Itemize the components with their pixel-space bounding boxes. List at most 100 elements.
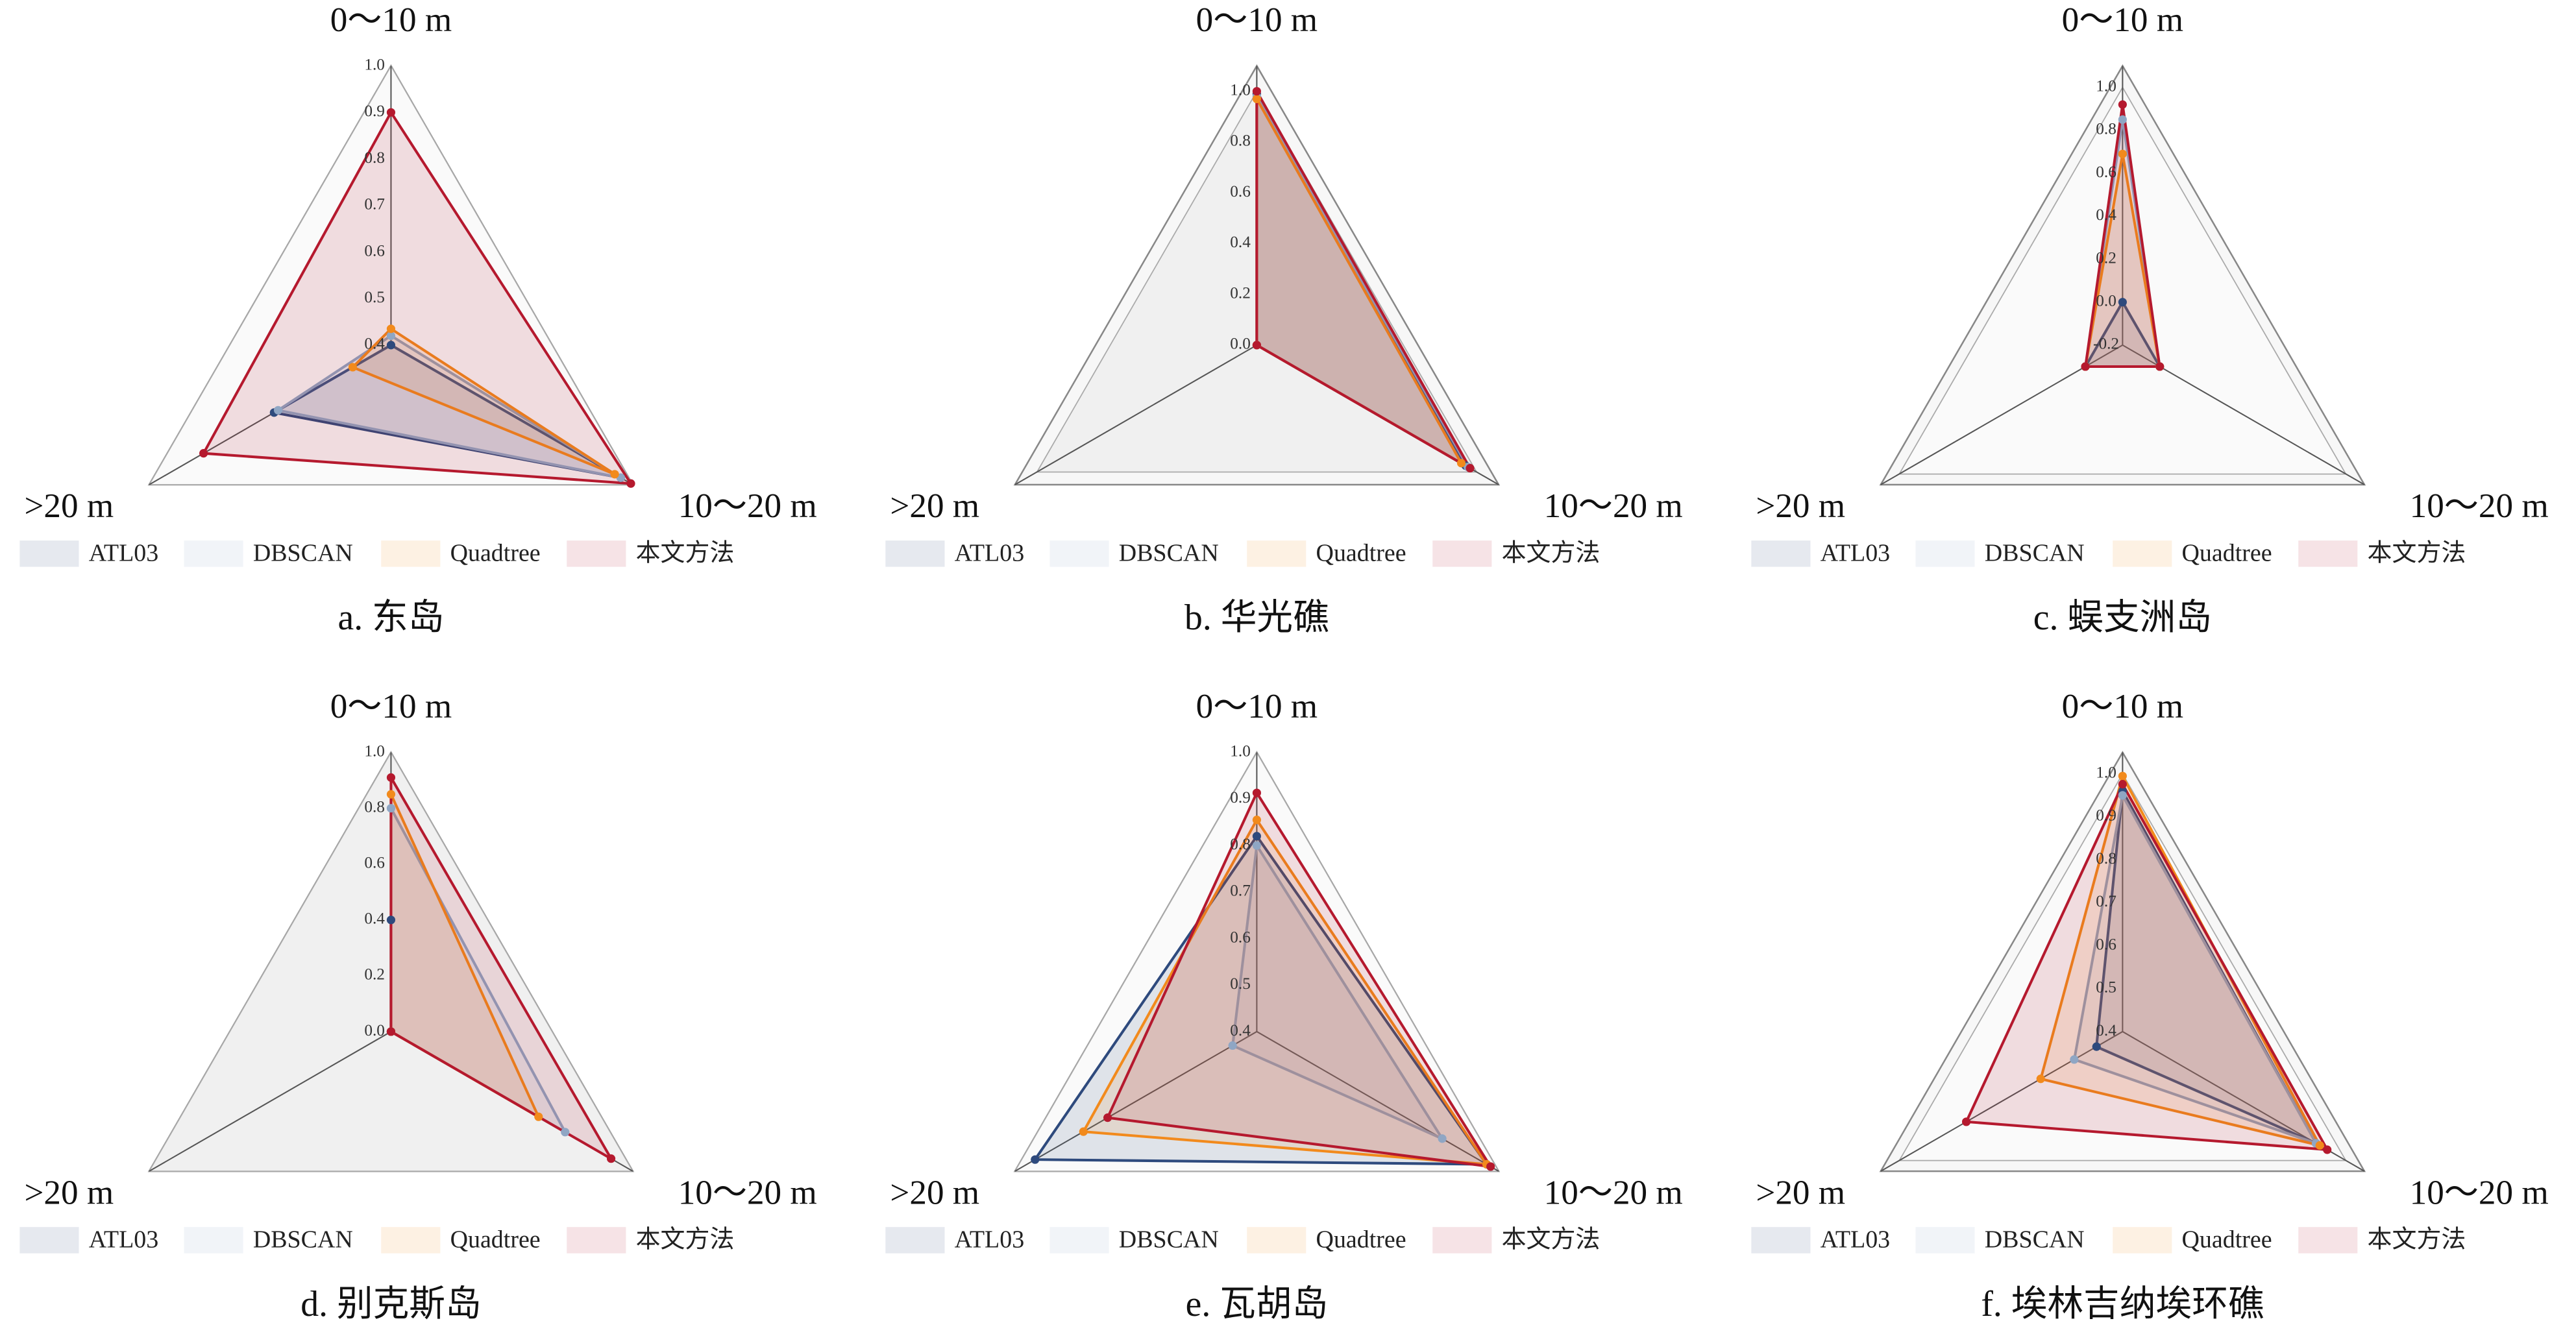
axis-spoke: [1256, 1031, 1499, 1172]
data-point: [273, 406, 283, 415]
series-area: [1965, 782, 2329, 1151]
r-tick-label: 0.8: [364, 149, 385, 167]
legend-label: Quadtree: [2182, 1226, 2272, 1254]
r-tick-label: 0.6: [364, 241, 385, 260]
radar-chart: 0.4 0.5 0.6 0.7 0.8 0.9 1.0 0～10 m 10～20 m >20 m A…: [19, 1, 817, 638]
data-point: [1486, 1162, 1495, 1171]
data-point: [2323, 1145, 2332, 1154]
chart-caption: a. 东岛: [337, 598, 444, 638]
data-point: [561, 1128, 570, 1137]
data-point: [2118, 791, 2127, 800]
r-tick-label: 0.4: [2096, 1021, 2116, 1039]
r-tick-label: 1.0: [2096, 77, 2116, 95]
r-tick-label: 0.7: [2096, 892, 2116, 910]
data-point: [386, 804, 396, 813]
r-tick-label: 0.2: [1230, 284, 1251, 302]
legend-swatch: [2298, 540, 2358, 567]
r-tick-label: 0.2: [364, 965, 385, 984]
legend-label: Quadtree: [450, 540, 541, 567]
data-point: [1252, 841, 1261, 850]
chart-caption: b. 华光礁: [1184, 598, 1329, 638]
data-point: [1103, 1113, 1112, 1122]
legend-swatch: [1751, 540, 1811, 567]
r-tick-label: 1.0: [1230, 742, 1251, 760]
r-tick-label: 0.8: [1230, 835, 1251, 853]
axis-label: 0～10 m: [1196, 1, 1318, 39]
legend-label: 本文方法: [1502, 540, 1601, 567]
legend-swatch: [1049, 1227, 1109, 1254]
data-point: [1079, 1127, 1088, 1136]
r-tick-label: 0.0: [364, 1021, 385, 1039]
legend-label: ATL03: [955, 540, 1025, 567]
legend-label: DBSCAN: [1985, 540, 2085, 567]
legend-swatch: [2113, 1227, 2172, 1254]
r-tick-label: 0.2: [2096, 249, 2116, 267]
series-area: [1231, 844, 1444, 1141]
data-point: [2070, 1055, 2079, 1064]
legend-label: DBSCAN: [253, 540, 353, 567]
data-point: [386, 773, 396, 782]
r-tick-label: 0.0: [1230, 335, 1251, 353]
r-tick-label: 0.8: [364, 798, 385, 816]
axis-label: 0～10 m: [1196, 688, 1318, 725]
r-tick-label: 0.4: [364, 910, 385, 928]
data-point: [2118, 771, 2127, 781]
axis-label: >20 m: [890, 487, 979, 525]
data-point: [386, 324, 396, 334]
axis-spoke: [149, 1031, 391, 1172]
legend-swatch: [184, 1227, 243, 1254]
data-point: [1466, 464, 1475, 473]
legend-swatch: [1915, 1227, 1975, 1254]
chart-caption: e. 瓦胡岛: [1186, 1284, 1329, 1324]
legend-label: 本文方法: [2368, 540, 2466, 567]
axis-spoke: [1014, 344, 1257, 485]
data-point: [2081, 362, 2090, 371]
series-area: [2072, 794, 2318, 1145]
r-tick-label: 0.4: [1230, 233, 1251, 251]
axis-label: 10～20 m: [1544, 487, 1683, 525]
series-area: [351, 327, 617, 476]
legend-swatch: [1247, 1227, 1306, 1254]
data-point: [1456, 459, 1466, 468]
data-point: [386, 916, 396, 925]
legend-swatch: [2113, 540, 2172, 567]
axis-label: 10～20 m: [678, 1174, 817, 1211]
series-area: [1082, 818, 1488, 1166]
r-tick-label: 0.6: [2096, 935, 2116, 953]
radar-chart: 0.0 0.2 0.4 0.6 0.8 1.0 0～10 m 10～20 m >20 m ATL0…: [885, 1, 1683, 638]
legend-label: DBSCAN: [1119, 1226, 1219, 1254]
series-area: [1033, 834, 1488, 1166]
legend-swatch: [381, 1227, 441, 1254]
chart-caption: d. 别克斯岛: [301, 1284, 481, 1324]
legend-label: 本文方法: [636, 1226, 735, 1254]
axis-label: 0～10 m: [330, 1, 452, 39]
series-area: [1255, 90, 1471, 470]
r-tick-label: 0.6: [364, 854, 385, 872]
r-tick-label: 1.0: [364, 55, 385, 73]
r-tick-label: -0.2: [2093, 335, 2119, 353]
chart-caption: f. 埃林吉纳埃环礁: [1981, 1284, 2264, 1324]
data-point: [2118, 100, 2127, 109]
axis-label: >20 m: [24, 487, 114, 525]
data-point: [1031, 1155, 1040, 1164]
legend-swatch: [19, 1227, 79, 1254]
r-tick-label: 0.5: [364, 288, 385, 306]
data-point: [626, 479, 635, 488]
axis-label: 10～20 m: [2410, 1174, 2549, 1211]
series-area: [2084, 103, 2161, 369]
axis-spoke: [1880, 1031, 2123, 1172]
axis-spoke: [1014, 1031, 1257, 1172]
data-point: [1252, 341, 1261, 350]
data-point: [2118, 149, 2127, 158]
data-point: [1252, 832, 1261, 841]
data-point: [2036, 1074, 2045, 1084]
r-tick-label: 1.0: [1230, 80, 1251, 99]
data-point: [1252, 87, 1261, 96]
legend-label: 本文方法: [2368, 1226, 2466, 1254]
legend-swatch: [1751, 1227, 1811, 1254]
legend-label: Quadtree: [1316, 540, 1406, 567]
data-point: [610, 470, 619, 479]
legend-swatch: [1432, 1227, 1492, 1254]
data-point: [1228, 1041, 1237, 1050]
legend-swatch: [1432, 540, 1492, 567]
